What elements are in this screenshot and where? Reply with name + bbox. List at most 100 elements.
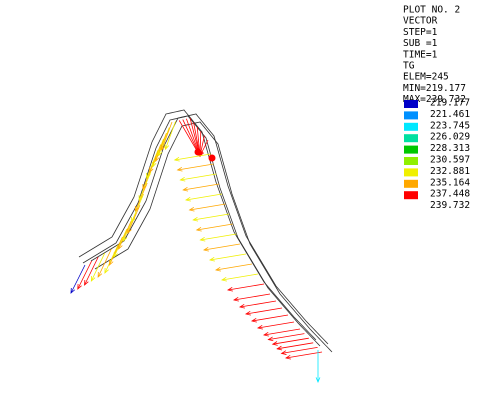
vector-head [179,176,186,182]
vector [196,223,233,231]
vector [183,183,220,191]
vector-head [134,205,140,212]
legend: 219.177221.461223.745226.029228.313230.5… [404,98,470,211]
vector-head [77,283,82,290]
vector [200,233,237,241]
vector-head [160,144,166,151]
vector [203,243,241,251]
hotspot [208,154,216,162]
legend-swatch [404,134,418,143]
vector [263,328,301,336]
vector-head [262,331,269,337]
info-line: SUB =1 [403,38,438,49]
vector-head [184,196,191,202]
vector-head [90,275,96,282]
vector [127,204,141,234]
vector-head [152,161,157,168]
vector [177,163,214,171]
vector [257,321,295,329]
info-line: ELEM=245 [403,72,449,83]
vector [209,253,247,261]
vector-head [250,317,257,323]
vector-head [173,156,180,162]
outline [78,109,317,341]
legend-swatch [404,179,418,188]
vector-head [192,216,199,222]
legend-label: 221.461 [430,109,470,120]
vector [104,244,119,274]
vector [155,133,167,162]
vector [245,307,283,315]
vector [277,342,314,350]
vector-head [202,246,209,252]
vector [199,139,209,157]
hotspot [194,148,202,156]
vector [131,193,144,223]
outline [90,113,329,345]
vector-head [109,259,114,266]
legend-label: 230.597 [430,155,470,166]
legend-label: 226.029 [430,132,470,143]
vector [165,121,176,150]
model [70,109,333,384]
legend-swatch [404,100,418,108]
info-line: VECTOR [403,16,438,27]
vector-head [131,216,136,223]
info-line: MAX=239.732 [403,94,466,105]
vector [97,248,112,278]
vector [268,333,305,340]
vector-head [138,194,143,201]
vector [77,260,92,290]
vector [174,153,211,161]
vector-head [244,310,251,316]
vector-head [70,287,76,294]
vector-head [188,206,195,212]
legend-label: 235.164 [430,177,470,188]
vector [189,203,226,211]
outline [94,121,333,353]
vector-head [199,236,206,242]
vector [233,293,271,301]
vector-head [208,256,215,262]
vector-head [232,296,239,302]
vector-head [122,235,128,242]
vector [109,236,123,266]
vector [134,182,148,212]
vector [118,220,132,250]
vector-head [164,144,170,151]
vector-head [276,345,283,351]
legend-swatch [404,157,418,165]
legend-swatch [404,145,418,154]
vector-head [182,186,189,192]
vector [215,263,253,271]
vector-head [195,226,202,232]
vector [193,213,230,221]
vector-head [155,156,160,163]
vector-head [149,167,154,174]
vector-head [271,341,278,346]
vector-head [315,377,321,384]
vector [84,256,99,286]
vector [70,264,86,294]
vector-head [214,266,221,272]
vector [251,314,289,322]
legend-label: 237.448 [430,189,470,200]
vector [281,347,318,354]
vector-head [176,166,183,172]
vector-head [146,172,151,179]
vector-head [280,350,287,355]
legend-label: 223.745 [430,120,470,131]
info-line: TG [403,61,415,72]
legend-label: 219.177 [430,98,470,109]
vector [138,171,152,201]
vector-head [256,324,263,330]
vector-head [97,271,103,278]
legend-swatch [404,168,418,177]
vector-head [226,286,233,292]
vector-head [158,150,163,157]
legend-swatch [404,111,418,120]
legend-label: 232.881 [430,166,470,177]
vector [221,273,259,281]
